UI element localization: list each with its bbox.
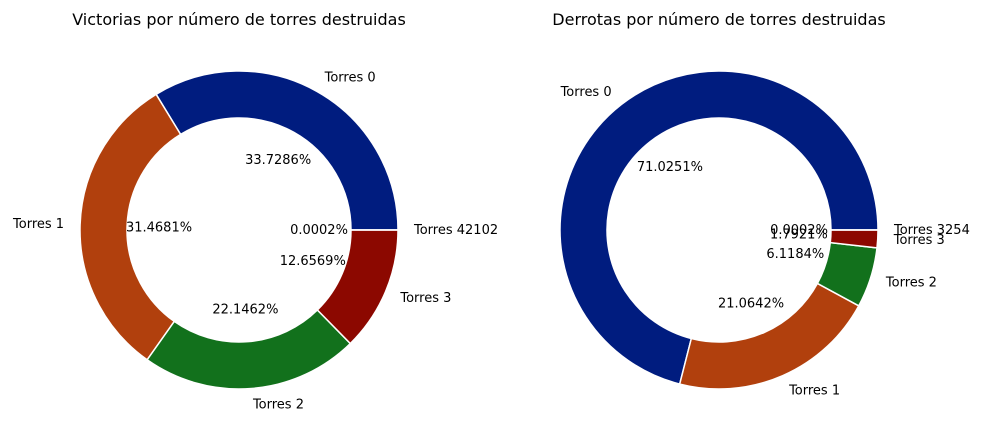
victorias-donut-panel: Victorias por número de torres destruida… <box>12 10 498 412</box>
derrotas-pct-torres-0: 71.0251% <box>637 160 703 175</box>
victorias-pct-torres-2: 22.1462% <box>212 303 278 318</box>
victorias-label-torres-2: Torres 2 <box>252 397 304 412</box>
victorias-pct-torres-0: 33.7286% <box>245 153 311 168</box>
derrotas-donut-panel: Derrotas por número de torres destruidas… <box>552 10 970 398</box>
derrotas-pct-torres-3254: 0.0002% <box>770 223 828 238</box>
victorias-label-torres-3: Torres 3 <box>399 291 451 306</box>
victorias-pct-torres-3: 12.6569% <box>280 254 346 269</box>
derrotas-label-torres-1: Torres 1 <box>788 383 840 398</box>
victorias-pct-torres-42102: 0.0002% <box>290 223 348 238</box>
victorias-slice-torres-0 <box>156 71 398 230</box>
derrotas-chart-title: Derrotas por número de torres destruidas <box>552 10 885 29</box>
victorias-label-torres-1: Torres 1 <box>12 217 64 232</box>
derrotas-label-torres-0: Torres 0 <box>560 85 612 100</box>
victorias-label-torres-42102: Torres 42102 <box>413 223 498 238</box>
victorias-pct-torres-1: 31.4681% <box>126 220 192 235</box>
derrotas-label-torres-3254: Torres 3254 <box>893 223 970 238</box>
victorias-chart-title: Victorias por número de torres destruida… <box>72 10 406 29</box>
derrotas-slices <box>560 71 878 389</box>
victorias-label-torres-0: Torres 0 <box>324 70 376 85</box>
derrotas-label-torres-2: Torres 2 <box>885 276 937 291</box>
victorias-slice-torres-2 <box>147 310 350 389</box>
derrotas-pct-torres-1: 21.0642% <box>718 296 784 311</box>
derrotas-pct-torres-2: 6.1184% <box>766 247 824 262</box>
